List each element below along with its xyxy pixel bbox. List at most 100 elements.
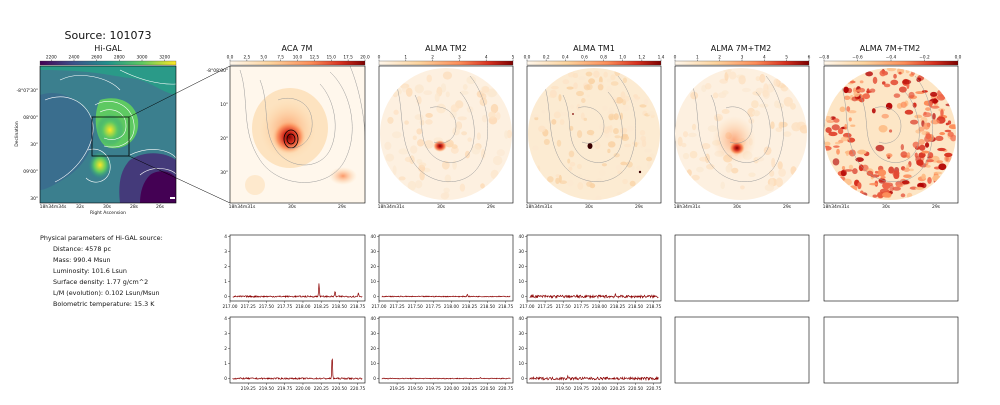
spectrum-y-tick: 30 <box>519 249 525 255</box>
emission-speckle <box>622 104 630 112</box>
emission-speckle <box>752 110 761 116</box>
spectrum-x-tick: 219.75 <box>277 386 292 392</box>
colorbar-7mtm2 <box>674 60 810 66</box>
emission-speckle <box>577 182 584 190</box>
emission-speckle <box>613 128 619 135</box>
colorbar-tick-label: 5 <box>512 55 515 61</box>
emission-speckle <box>434 92 440 103</box>
neg-axis-labels: 18h34m31s 30s 29s <box>823 204 941 210</box>
physical-parameters: Physical parameters of Hi-GAL source: Di… <box>40 233 163 310</box>
higal-ra-tick: 18h34m34s <box>40 204 67 210</box>
emission-speckle <box>866 170 874 176</box>
7mtm2-axis-labels: 18h34m31s 30s 29s <box>674 204 792 210</box>
colorbar-tick-label: 5 <box>785 55 788 61</box>
colorbar-tick-label: 0.2 <box>543 55 550 61</box>
emission-speckle <box>775 177 783 188</box>
emission-speckle <box>459 90 469 95</box>
colorbar-tick-label: 0.0 <box>524 55 531 61</box>
emission-speckle <box>593 70 600 78</box>
spectrum-x-tick: 220.50 <box>480 386 495 392</box>
spectrum-x-tick: 220.00 <box>592 386 607 392</box>
spectrum-line <box>381 293 511 298</box>
emission-speckle <box>726 69 732 75</box>
emission-speckle <box>854 89 863 92</box>
emission-speckle <box>492 155 503 166</box>
emission-speckle <box>721 109 730 114</box>
spectrum-x-tick: 220.00 <box>295 386 310 392</box>
emission-speckle <box>462 84 468 91</box>
colorbar-tick-label: 4 <box>485 55 488 61</box>
emission-speckle <box>859 80 864 84</box>
emission-speckle <box>840 136 850 142</box>
emission-speckle <box>607 148 611 154</box>
emission-speckle <box>631 165 635 171</box>
empty-panel <box>674 316 810 384</box>
tm1-map <box>528 68 660 200</box>
emission-speckle <box>900 101 907 108</box>
7mtm2-ra-tick: 29s <box>783 204 792 210</box>
emission-speckle <box>450 104 460 113</box>
spectrum-y-tick: 0 <box>224 294 227 300</box>
emission-speckle <box>384 141 392 150</box>
emission-speckle <box>762 89 769 98</box>
emission-speckle <box>677 136 683 147</box>
panel-title-tm2: ALMA TM2 <box>425 44 467 53</box>
colorbar-tick-label: 2800 <box>114 55 125 61</box>
spectrum-panel: 0 1 2 3 4 217.00 217.25 217.50 217.75 218.00 218.2… <box>222 234 365 310</box>
spectrum-x-tick: 217.25 <box>538 304 553 310</box>
emission-speckle <box>947 131 954 137</box>
emission-speckle <box>858 97 865 103</box>
emission-speckle <box>580 112 585 120</box>
spectrum-line <box>232 283 363 299</box>
colorbar-tm1 <box>526 60 662 66</box>
colorbar-neg <box>823 60 959 66</box>
emission-speckle <box>885 153 893 158</box>
emission-speckle <box>853 91 860 97</box>
emission-speckle <box>900 193 906 198</box>
emission-speckle <box>594 141 601 150</box>
tm1-ra-tick: 18h34m31s <box>526 204 553 210</box>
emission-speckle <box>778 168 786 177</box>
colorbar-tick-label: 1 <box>696 55 699 61</box>
spectrum-y-tick: 20 <box>519 264 525 270</box>
spectrum-line <box>381 377 511 380</box>
emission-speckle <box>398 176 406 181</box>
spectrum-x-tick: 217.75 <box>277 304 292 310</box>
emission-speckle <box>824 141 831 147</box>
higal-xlabel: Right Ascension <box>90 210 126 216</box>
emission-speckle <box>930 91 938 97</box>
emission-speckle <box>617 170 623 175</box>
emission-speckle <box>844 123 848 130</box>
spectrum-y-tick: 20 <box>371 264 377 270</box>
emission-speckle <box>549 94 557 98</box>
emission-speckle <box>896 184 904 188</box>
emission-speckle <box>947 120 952 125</box>
emission-speckle <box>558 94 562 102</box>
emission-speckle <box>908 91 915 99</box>
param-line: Surface density: 1.77 g/cm^2 <box>53 278 149 286</box>
colorbar-tick-label: 7.5 <box>277 55 284 61</box>
emission-speckle <box>504 130 509 139</box>
emission-speckle <box>890 79 899 86</box>
spectrum-x-tick: 218.25 <box>314 304 329 310</box>
emission-speckle <box>724 71 729 81</box>
emission-speckle <box>639 104 647 108</box>
spectrum-x-tick: 217.25 <box>390 304 405 310</box>
emission-speckle <box>467 137 473 142</box>
aca7m-dec-tick: -8°08'00" <box>207 68 229 74</box>
spectrum-x-tick: 218.50 <box>628 304 643 310</box>
spectrum-y-tick: 10 <box>519 361 525 367</box>
emission-speckle <box>783 96 793 107</box>
emission-speckle <box>445 91 450 98</box>
emission-speckle <box>444 174 452 183</box>
emission-speckle <box>877 191 884 199</box>
emission-speckle <box>614 135 621 139</box>
emission-speckle <box>601 163 607 167</box>
spectrum-x-tick: 218.75 <box>498 304 513 310</box>
colorbar-tick-label: 3 <box>458 55 461 61</box>
emission-speckle <box>578 76 586 81</box>
emission-speckle <box>933 171 943 175</box>
emission-speckle <box>852 168 858 175</box>
